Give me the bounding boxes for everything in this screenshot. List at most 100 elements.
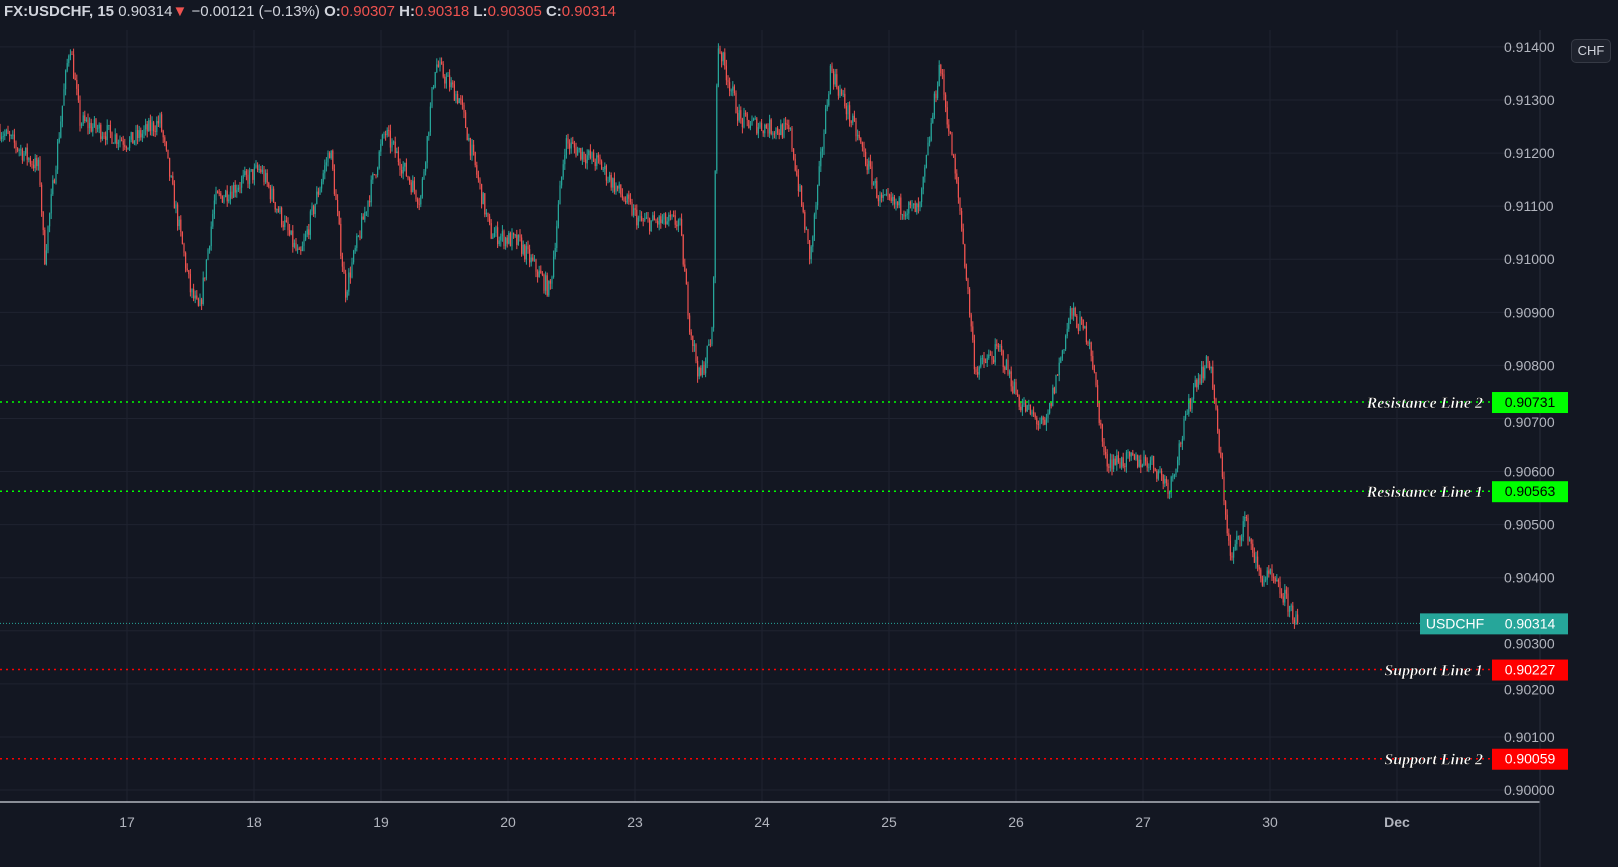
candle-body [833, 71, 835, 85]
candle-body [919, 202, 921, 208]
candle-body [1092, 355, 1094, 369]
candle-body [474, 152, 476, 166]
candle-body [50, 194, 52, 214]
candle-body [277, 209, 279, 213]
candle-body [983, 358, 985, 363]
candle-body [801, 185, 803, 206]
candle-body [1209, 363, 1211, 369]
candle-body [231, 191, 233, 198]
candle-body [610, 175, 612, 188]
candle-body [548, 280, 550, 296]
candle-body [929, 140, 931, 143]
candle-body [81, 123, 83, 126]
candle-body [1105, 452, 1107, 455]
candle-body [423, 171, 425, 179]
candle-body [127, 147, 129, 149]
candle-body [309, 211, 311, 235]
candle-body [828, 94, 830, 106]
candle-body [241, 178, 243, 188]
candle-body [439, 61, 441, 67]
candle-body [1066, 328, 1068, 336]
candle-body [417, 199, 419, 204]
candle-body [658, 216, 660, 225]
candle-body [561, 176, 563, 186]
candle-body [1009, 371, 1011, 374]
candle-body [999, 345, 1001, 348]
candle-body [522, 244, 524, 254]
candle-body [426, 136, 428, 163]
candle-body [783, 123, 785, 138]
price-tick-label: 0.90800 [1504, 357, 1555, 373]
candle-body [605, 165, 607, 181]
candle-body [689, 315, 691, 333]
candle-body [1121, 457, 1123, 468]
candle-body [679, 219, 681, 221]
candle-body [468, 138, 470, 141]
candle-body [743, 113, 745, 128]
candle-body [1087, 342, 1089, 344]
candle-body [711, 327, 713, 345]
candle-body [829, 65, 831, 95]
candle-body [367, 201, 369, 212]
candle-body [1266, 570, 1268, 580]
candle-body [1221, 457, 1223, 477]
candle-body [1178, 443, 1180, 461]
candle-body [956, 173, 958, 183]
candle-body [922, 176, 924, 190]
candle-body [693, 344, 695, 346]
candle-body [116, 134, 118, 144]
candle-body [378, 151, 380, 169]
candle-body [980, 358, 982, 367]
candle-body [202, 277, 204, 305]
price-tick-label: 0.90700 [1504, 414, 1555, 430]
candle-body [223, 197, 225, 203]
candle-body [1045, 417, 1047, 425]
candle-body [1109, 459, 1111, 468]
candle-body [271, 188, 273, 200]
candle-body [329, 153, 331, 159]
currency-button[interactable]: CHF [1571, 39, 1611, 63]
candle-body [1159, 470, 1161, 472]
candle-body [253, 167, 255, 180]
candle-body [1145, 456, 1147, 462]
candle-body [207, 249, 209, 260]
candle-body [861, 142, 863, 147]
candle-body [621, 194, 623, 198]
candle-body [165, 141, 167, 150]
candle-body [556, 226, 558, 249]
candle-body [1234, 544, 1236, 550]
price-tick-label: 0.90000 [1504, 782, 1555, 798]
candle-body [1122, 457, 1124, 467]
candle-body [330, 150, 332, 159]
candle-body [521, 237, 523, 254]
candle-body [495, 227, 497, 234]
candle-body [961, 210, 963, 229]
candle-body [317, 191, 319, 195]
candle-body [359, 235, 361, 239]
candle-body [553, 256, 555, 278]
candle-body [777, 127, 779, 133]
candle-body [1055, 374, 1057, 394]
candle-body [396, 151, 398, 154]
line-label: Resistance Line 2 [1366, 395, 1483, 412]
candle-body [20, 149, 22, 151]
candle-body [597, 155, 599, 158]
candle-body [63, 89, 65, 106]
candle-body [666, 221, 668, 225]
price-tick-label: 0.91200 [1504, 145, 1555, 161]
candle-body [1196, 379, 1198, 388]
candle-body [1089, 342, 1091, 344]
candle-body [733, 86, 735, 94]
candle-body [988, 354, 990, 359]
candle-body [95, 119, 97, 130]
candle-body [170, 176, 172, 177]
candle-body [1111, 459, 1113, 470]
candle-body [1012, 386, 1014, 394]
candle-body [372, 174, 374, 180]
candle-body [1050, 403, 1052, 406]
candle-body [265, 172, 267, 182]
open-value: 0.90307 [340, 3, 395, 20]
price-label: 0.90227 [1505, 662, 1556, 678]
candle-body [789, 128, 791, 129]
